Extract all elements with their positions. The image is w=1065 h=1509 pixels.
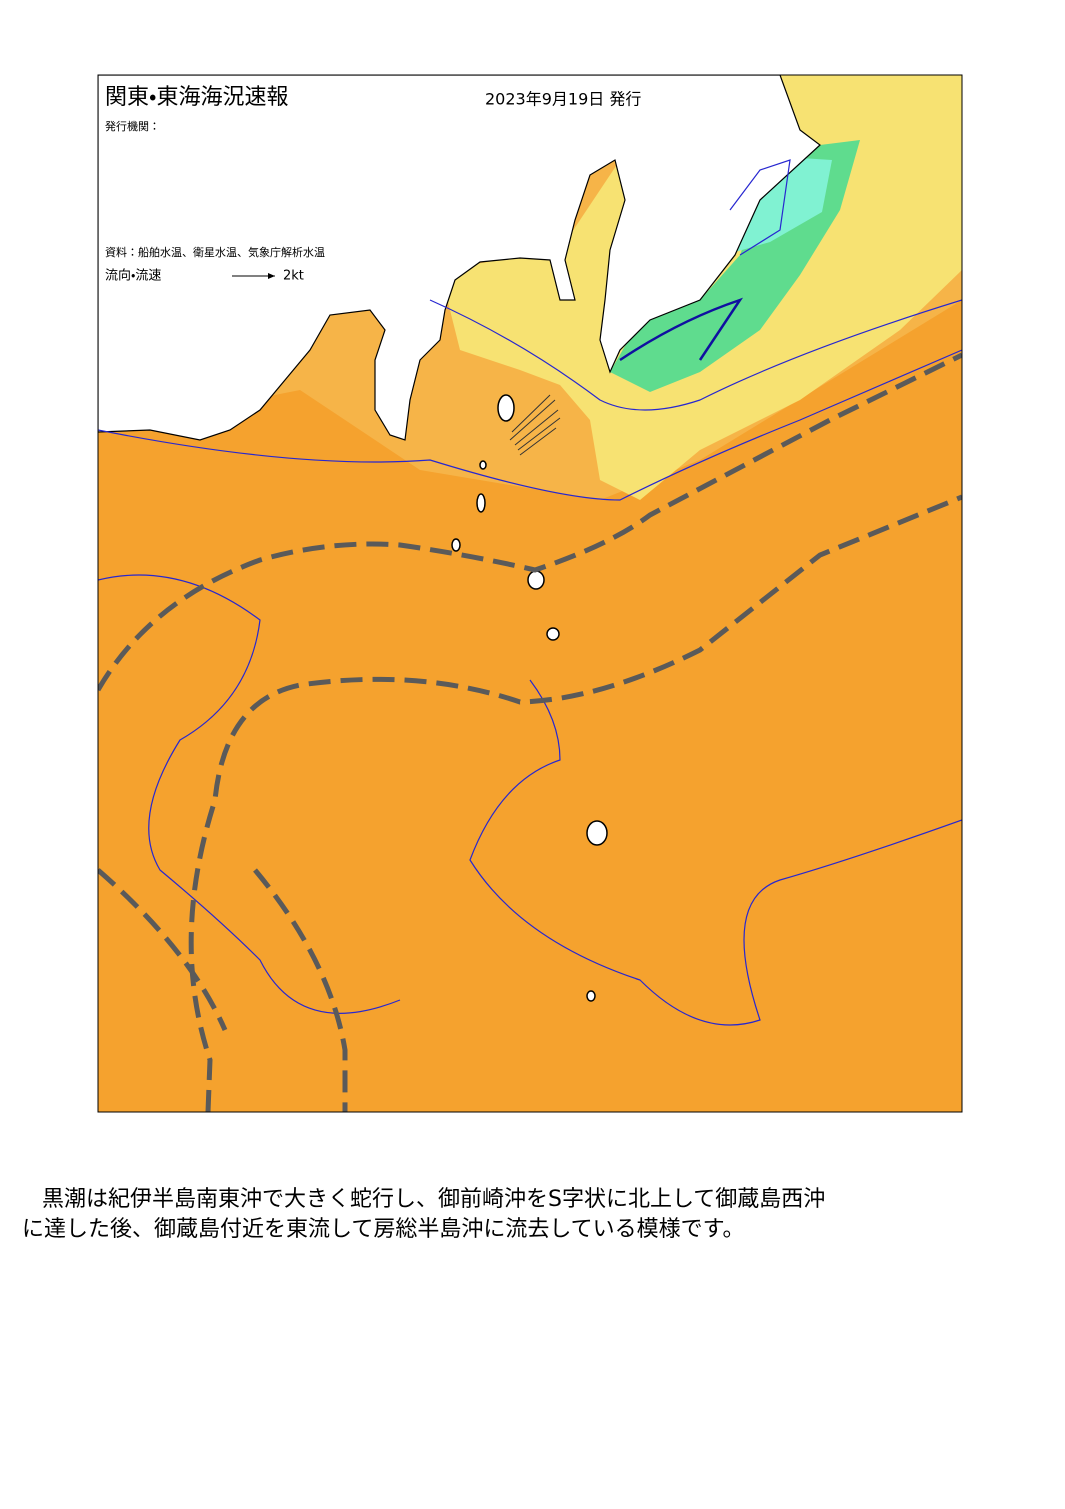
island xyxy=(546,627,560,641)
summary-line: 黒潮は紀伊半島南東沖で大きく蛇行し、御前崎沖をS字状に北上して御蔵島西沖 xyxy=(42,1187,825,1212)
publisher-label: 発行機関： xyxy=(105,119,160,133)
contour xyxy=(98,574,401,1014)
vector xyxy=(509,394,561,456)
island xyxy=(586,990,596,1002)
kuroshio-axis xyxy=(98,352,962,692)
contour xyxy=(98,349,962,501)
map-frame xyxy=(97,74,963,1113)
source: 資料：船舶水温、衛星水温、気象庁解析水温 xyxy=(105,245,325,259)
legend-label: 流向・流速 xyxy=(105,268,161,284)
island xyxy=(497,394,515,422)
contour xyxy=(619,297,744,362)
current-vectors xyxy=(509,394,561,456)
kuroshio-axis xyxy=(98,868,228,1032)
kuroshio-axis xyxy=(253,868,348,1112)
legend-arrow-head xyxy=(268,273,275,279)
kuroshio-axis xyxy=(188,494,962,1112)
map xyxy=(98,75,962,1112)
island xyxy=(476,493,486,513)
contour xyxy=(469,679,962,1026)
summary-line: に達した後、御蔵島付近を東流して房総半島沖に流去している模様です。 xyxy=(22,1217,744,1242)
island xyxy=(527,570,545,590)
map-title: 関東・東海海況速報 xyxy=(105,85,288,110)
issue-date: 2023年9月19日 発行 xyxy=(485,90,641,109)
contours xyxy=(98,159,962,1026)
legend-speed: 2kt xyxy=(283,269,304,284)
contour xyxy=(729,159,791,256)
land xyxy=(98,75,821,441)
island xyxy=(451,538,461,552)
island xyxy=(586,820,608,846)
kuroshio xyxy=(98,352,962,1112)
island xyxy=(479,460,487,470)
contour xyxy=(429,299,962,411)
